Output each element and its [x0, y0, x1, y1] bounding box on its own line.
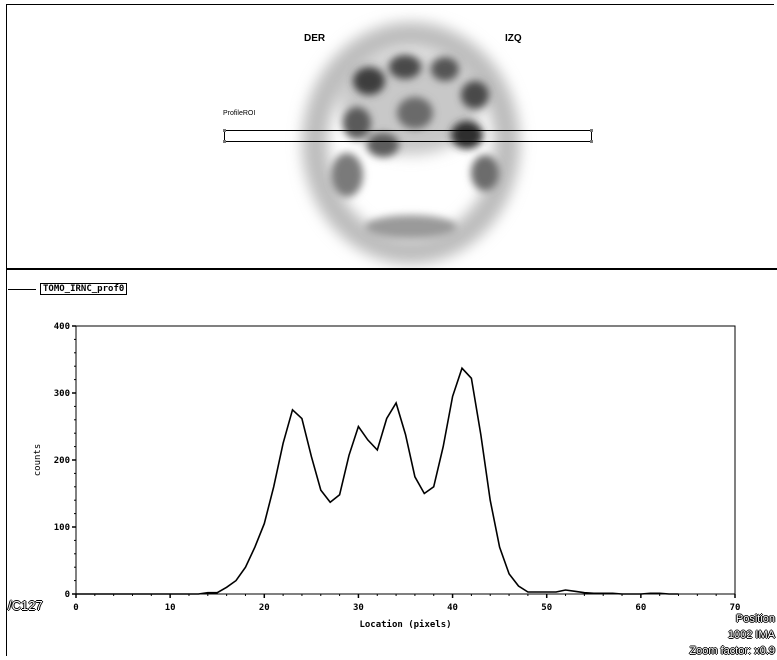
- x-axis-title: Location (pixels): [359, 619, 451, 630]
- chart-legend: TOMO_IRNC_prof0: [8, 283, 128, 295]
- orientation-label-right: DER: [304, 33, 326, 44]
- x-tick-label-0: 0: [73, 603, 78, 613]
- panel-divider[interactable]: [6, 268, 777, 270]
- roi-handle-bottom-left[interactable]: [223, 140, 226, 143]
- overlay-position: Position: [735, 613, 775, 625]
- y-tick-label-200: 200: [54, 456, 70, 466]
- overlay-left-code: /C127: [8, 598, 43, 613]
- x-tick-label-40: 40: [447, 603, 458, 613]
- x-tick-label-30: 30: [353, 603, 364, 613]
- roi-handle-bottom-right[interactable]: [590, 140, 593, 143]
- x-tick-label-70: 70: [730, 603, 741, 613]
- x-tick-label-60: 60: [635, 603, 646, 613]
- x-tick-label-20: 20: [259, 603, 270, 613]
- x-tick-label-10: 10: [165, 603, 176, 613]
- y-tick-label-0: 0: [65, 590, 70, 600]
- y-tick-label-300: 300: [54, 389, 70, 399]
- plot-area-border: [75, 325, 736, 595]
- x-tick-label-50: 50: [541, 603, 552, 613]
- profile-roi-rectangle[interactable]: [223, 129, 593, 143]
- y-axis-title: counts: [33, 444, 43, 477]
- legend-line-swatch: [8, 288, 36, 290]
- profile-series-line: [76, 366, 679, 595]
- roi-handle-top-right[interactable]: [590, 129, 593, 132]
- y-tick-label-100: 100: [54, 523, 70, 533]
- overlay-zoom-factor: Zoom factor: x0.9: [689, 645, 775, 657]
- overlay-image-id: 1002 IMA: [727, 629, 775, 641]
- roi-label: ProfileROI: [223, 110, 256, 117]
- roi-handle-top-left[interactable]: [223, 129, 226, 132]
- viewer-frame: [6, 4, 774, 656]
- image-viewport[interactable]: DER IZQ ProfileROI: [7, 5, 777, 268]
- legend-series-name: TOMO_IRNC_prof0: [40, 283, 128, 295]
- y-tick-label-400: 400: [54, 322, 70, 332]
- orientation-label-left: IZQ: [505, 33, 522, 44]
